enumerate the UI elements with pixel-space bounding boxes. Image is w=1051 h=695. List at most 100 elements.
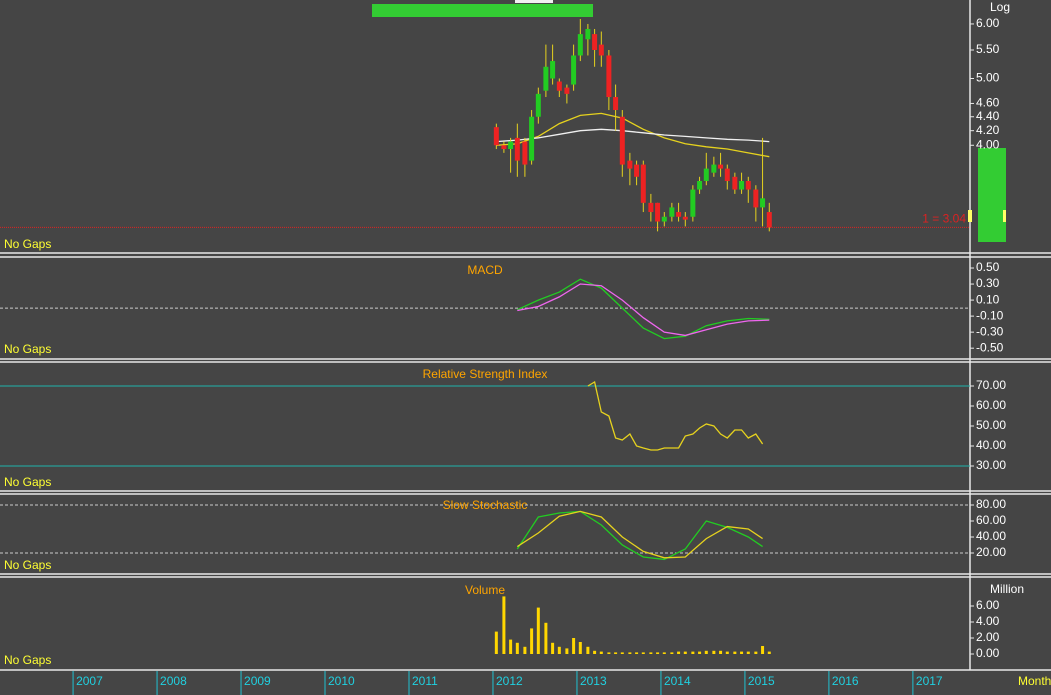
candle-body	[760, 198, 766, 208]
indicator-line	[516, 510, 763, 561]
volume-bar	[704, 650, 708, 654]
candle-body	[745, 180, 751, 190]
volume-bar	[523, 646, 527, 654]
volume-bar	[544, 622, 548, 654]
y-tick-label: -0.50	[976, 340, 1004, 354]
y-tick-label: 2.00	[976, 630, 1000, 644]
moving-average	[496, 112, 770, 158]
volume-bar	[761, 646, 765, 654]
y-tick-label: 40.00	[976, 438, 1006, 452]
x-tick-label: 2017	[916, 674, 943, 688]
x-axis-label: Month	[1018, 674, 1051, 688]
candle-body	[676, 212, 682, 217]
candle-body	[655, 202, 661, 222]
x-tick-label: 2014	[664, 674, 691, 688]
volume-bar	[551, 642, 555, 654]
volume-bar	[698, 651, 702, 654]
x-tick-label: 2008	[160, 674, 187, 688]
volume-bar	[530, 628, 534, 654]
y-tick-label: 20.00	[976, 545, 1006, 559]
volume-bar	[670, 652, 674, 654]
volume-bar	[614, 652, 618, 654]
y-tick-label: 4.20	[976, 123, 1000, 137]
candle-body	[682, 216, 688, 220]
volume-bar	[536, 607, 540, 654]
y-axis-label: Million	[990, 582, 1024, 596]
y-tick-label: 5.50	[976, 42, 1000, 56]
indicator-line	[516, 510, 763, 559]
y-tick-label: 0.10	[976, 292, 1000, 306]
x-tick-label: 2010	[328, 674, 355, 688]
volume-bar	[662, 652, 666, 654]
volume-bar	[691, 651, 695, 654]
y-tick-label: 0.50	[976, 260, 1000, 274]
candle-body	[627, 160, 633, 169]
candle-body	[718, 164, 724, 169]
candle-body	[592, 34, 598, 50]
volume-bar	[572, 638, 576, 654]
candle-body	[550, 61, 556, 79]
candle-body	[535, 93, 541, 117]
panel-title: Volume	[465, 583, 505, 597]
volume-bar	[641, 652, 645, 654]
volume-bar	[593, 650, 597, 654]
y-tick-label: 6.00	[976, 16, 1000, 30]
scale-label: Log	[990, 0, 1010, 14]
volume-bar	[712, 650, 716, 654]
candle-body	[724, 168, 730, 181]
candle-body	[613, 97, 619, 111]
volume-bar	[515, 642, 519, 654]
candle-body	[501, 145, 507, 150]
volume-bar	[677, 651, 681, 654]
y-tick-label: 6.00	[976, 598, 1000, 612]
scroll-thumb[interactable]	[515, 0, 553, 3]
volume-bar	[649, 652, 653, 654]
candle-body	[529, 116, 535, 161]
y-tick-label: 0.00	[976, 646, 1000, 660]
volume-bar	[683, 651, 687, 654]
candle-body	[753, 189, 759, 208]
panel-title: Slow Stochastic	[443, 498, 528, 512]
volume-bar	[620, 652, 624, 654]
panel-title: Relative Strength Index	[423, 367, 548, 381]
y-tick-label: 60.00	[976, 398, 1006, 412]
candle-body	[669, 207, 675, 217]
volume-bar	[509, 639, 513, 654]
volume-bar	[502, 596, 506, 654]
y-tick-label: 4.00	[976, 614, 1000, 628]
candle-body	[634, 164, 640, 177]
y-tick-label: 50.00	[976, 418, 1006, 432]
candle-body	[522, 141, 528, 165]
candle-body	[703, 168, 709, 181]
volume-bar	[578, 642, 582, 654]
volume-bar	[733, 651, 737, 654]
volume-bar	[494, 631, 498, 654]
panel-title: MACD	[467, 263, 503, 277]
x-tick-label: 2012	[496, 674, 523, 688]
scroll-bar[interactable]	[372, 4, 593, 17]
volume-bar	[719, 650, 723, 654]
candle-body	[732, 176, 738, 190]
candle-body	[766, 212, 772, 228]
x-tick-label: 2013	[580, 674, 607, 688]
volume-bar	[565, 648, 569, 654]
volume-bar	[557, 646, 561, 654]
panel-borders	[0, 0, 1051, 671]
x-tick-label: 2016	[832, 674, 859, 688]
candle-body	[690, 189, 696, 217]
candle-body	[514, 137, 520, 161]
candle-body	[711, 164, 717, 173]
price-marker	[968, 210, 972, 222]
indicator-line	[517, 283, 770, 337]
price-marker	[1003, 210, 1006, 222]
panel-note: No Gaps	[4, 475, 51, 489]
candle-body	[556, 81, 562, 91]
volume-bar	[635, 652, 639, 654]
candle-body	[606, 55, 612, 98]
candle-body	[619, 116, 625, 165]
y-tick-label: 30.00	[976, 458, 1006, 472]
volume-bar	[767, 651, 771, 654]
last-price-label: 1 = 3.04	[922, 212, 966, 226]
price-range-indicator	[978, 148, 1006, 242]
